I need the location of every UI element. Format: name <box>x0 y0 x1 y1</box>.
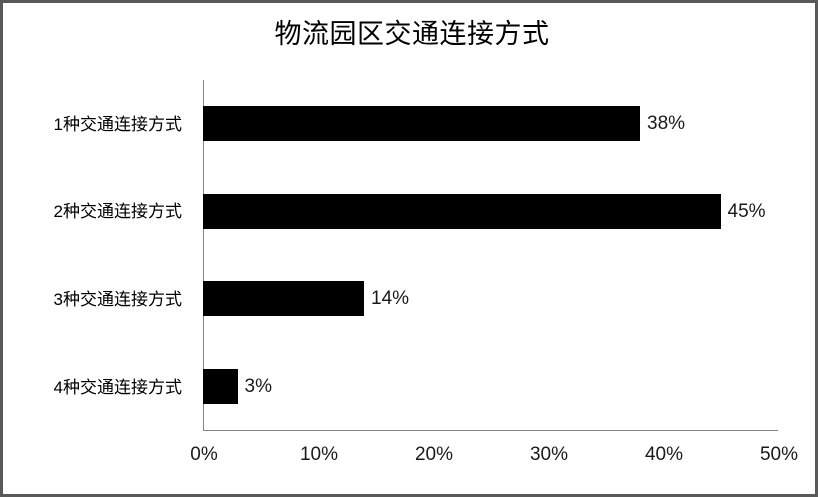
category-label-1: 1种交通连接方式 <box>53 115 182 134</box>
bar-row: 14% <box>203 255 778 343</box>
chart-title: 物流园区交通连接方式 <box>274 19 550 49</box>
category-label-3: 3种交通连接方式 <box>53 290 182 309</box>
bar-4[interactable] <box>203 368 238 404</box>
x-axis-line <box>203 430 778 431</box>
bar-row: 3% <box>203 343 778 431</box>
bar-row: 45% <box>203 168 778 256</box>
bar-1[interactable] <box>203 106 640 141</box>
category-label-2: 2种交通连接方式 <box>53 202 182 221</box>
x-tick-label-40: 40% <box>644 444 684 465</box>
bar-value-1: 38% <box>647 113 686 134</box>
bar-row: 38% <box>203 80 778 168</box>
x-tick-label-0: 0% <box>190 444 218 465</box>
x-tick-label-10: 10% <box>299 444 339 465</box>
bar-2[interactable] <box>203 193 721 229</box>
x-tick-label-30: 30% <box>529 444 569 465</box>
bar-value-3: 14% <box>371 288 410 309</box>
bar-value-4: 3% <box>244 375 272 397</box>
category-label-4: 4种交通连接方式 <box>53 378 182 397</box>
plot-area: 38% 45% 14% 3% <box>203 80 778 431</box>
x-tick-label-50: 50% <box>759 444 799 465</box>
bar-value-2: 45% <box>727 200 766 222</box>
x-tick-label-20: 20% <box>414 444 454 465</box>
bar-3[interactable] <box>203 281 364 316</box>
y-axis-line <box>203 80 204 430</box>
